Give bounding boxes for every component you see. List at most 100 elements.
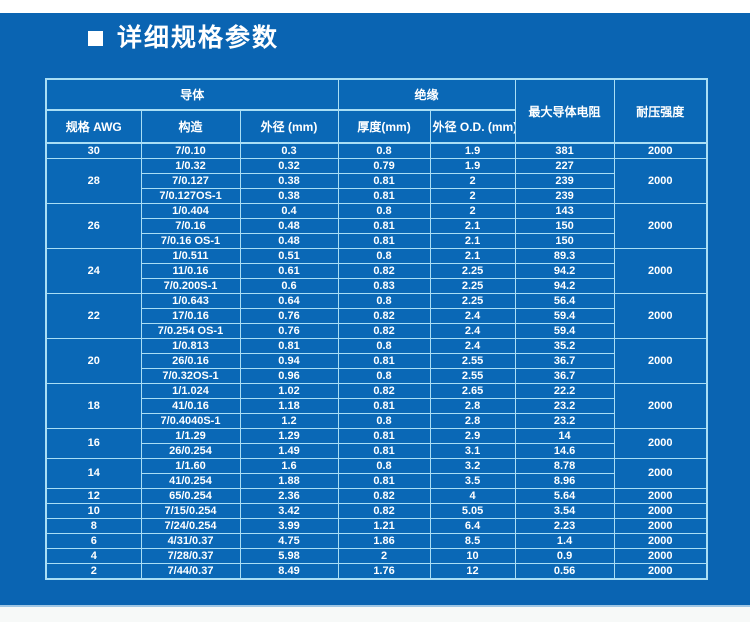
conductor-od-cell: 0.94 [239, 353, 339, 369]
thickness-cell: 0.82 [337, 383, 431, 399]
voltage-cell: 2000 [613, 518, 708, 534]
conductor-od-cell: 1.18 [239, 398, 339, 414]
voltage-cell: 2000 [613, 563, 708, 580]
resistance-cell: 1.4 [514, 533, 615, 549]
resistance-cell: 59.4 [514, 308, 615, 324]
voltage-cell: 2000 [613, 158, 708, 204]
construction-cell: 26/0.254 [140, 443, 241, 459]
insulation-od-cell: 3.1 [429, 443, 516, 459]
awg-cell: 16 [45, 428, 142, 459]
conductor-od-cell: 1.6 [239, 458, 339, 474]
header-construction: 构造 [140, 109, 241, 144]
construction-cell: 41/0.254 [140, 473, 241, 489]
insulation-od-cell: 10 [429, 548, 516, 564]
thickness-cell: 0.81 [337, 398, 431, 414]
construction-cell: 7/15/0.254 [140, 503, 241, 519]
thickness-cell: 0.83 [337, 278, 431, 294]
table-row: 8 7/24/0.254 3.99 1.21 6.4 2.23 2000 [45, 518, 708, 534]
bottom-strip [0, 605, 750, 622]
header-max-resistance: 最大导体电阻 [514, 78, 615, 144]
header-awg: 规格 AWG [45, 109, 142, 144]
thickness-cell: 1.86 [337, 533, 431, 549]
conductor-od-cell: 0.61 [239, 263, 339, 279]
voltage-cell: 2000 [613, 293, 708, 339]
insulation-od-cell: 2.4 [429, 323, 516, 339]
header-group-row: 导体 绝缘 最大导体电阻 耐压强度 [45, 78, 708, 144]
thickness-cell: 0.82 [337, 488, 431, 504]
insulation-od-cell: 2.8 [429, 398, 516, 414]
insulation-od-cell: 2.1 [429, 218, 516, 234]
table-row: 7/0.200S-1 0.6 0.83 2.25 94.2 [46, 278, 707, 294]
table-row: 30 7/0.10 0.3 0.8 1.9 381 2000 [45, 142, 708, 159]
table-row: 24 1/0.511 0.51 0.8 2.1 89.3 2000 [45, 248, 708, 294]
insulation-od-cell: 2.25 [429, 293, 516, 309]
conductor-od-cell: 5.98 [239, 548, 339, 564]
resistance-cell: 35.2 [514, 338, 615, 354]
resistance-cell: 22.2 [514, 383, 615, 399]
conductor-od-cell: 1.49 [239, 443, 339, 459]
voltage-cell: 2000 [613, 248, 708, 294]
thickness-cell: 0.8 [337, 458, 431, 474]
voltage-cell: 2000 [613, 428, 708, 459]
conductor-od-cell: 0.81 [239, 338, 339, 354]
awg-cell: 2 [45, 563, 142, 580]
thickness-cell: 0.81 [337, 428, 431, 444]
voltage-cell: 2000 [613, 458, 708, 489]
thickness-cell: 1.21 [337, 518, 431, 534]
construction-cell: 1/0.813 [140, 338, 241, 354]
header-voltage-strength: 耐压强度 [613, 78, 708, 144]
resistance-cell: 23.2 [514, 413, 615, 429]
voltage-cell: 2000 [613, 383, 708, 429]
construction-cell: 7/0.4040S-1 [140, 413, 241, 429]
insulation-od-cell: 1.9 [429, 142, 516, 159]
resistance-cell: 227 [514, 158, 615, 174]
conductor-od-cell: 0.4 [239, 203, 339, 219]
table-row: 41/0.254 1.88 0.81 3.5 8.96 [46, 473, 707, 489]
table-row: 17/0.16 0.76 0.82 2.4 59.4 [46, 308, 707, 324]
square-bullet-icon [88, 31, 103, 46]
resistance-cell: 381 [514, 142, 615, 159]
thickness-cell: 1.76 [337, 563, 431, 580]
table-row: 14 1/1.60 1.6 0.8 3.2 8.78 2000 [45, 458, 708, 489]
insulation-od-cell: 2.4 [429, 308, 516, 324]
insulation-od-cell: 2.9 [429, 428, 516, 444]
resistance-cell: 2.23 [514, 518, 615, 534]
spec-table: 导体 绝缘 最大导体电阻 耐压强度 规格 AWG 构造 外径 (mm) 厚度(m… [45, 78, 709, 580]
conductor-od-cell: 1.02 [239, 383, 339, 399]
resistance-cell: 239 [514, 188, 615, 204]
resistance-cell: 0.9 [514, 548, 615, 564]
conductor-od-cell: 0.64 [239, 293, 339, 309]
voltage-cell: 2000 [613, 533, 708, 549]
conductor-od-cell: 1.2 [239, 413, 339, 429]
resistance-cell: 150 [514, 218, 615, 234]
construction-cell: 7/0.200S-1 [140, 278, 241, 294]
table-row: 4 7/28/0.37 5.98 2 10 0.9 2000 [45, 548, 708, 564]
construction-cell: 1/1.29 [140, 428, 241, 444]
awg-cell: 20 [45, 338, 142, 384]
resistance-cell: 143 [514, 203, 615, 219]
construction-cell: 1/1.60 [140, 458, 241, 474]
resistance-cell: 3.54 [514, 503, 615, 519]
resistance-cell: 94.2 [514, 263, 615, 279]
conductor-od-cell: 0.38 [239, 173, 339, 189]
construction-cell: 1/0.32 [140, 158, 241, 174]
construction-cell: 1/0.511 [140, 248, 241, 264]
insulation-od-cell: 4 [429, 488, 516, 504]
construction-cell: 7/24/0.254 [140, 518, 241, 534]
voltage-cell: 2000 [613, 142, 708, 159]
voltage-cell: 2000 [613, 488, 708, 504]
insulation-od-cell: 2.65 [429, 383, 516, 399]
construction-cell: 7/0.127 [140, 173, 241, 189]
thickness-cell: 0.81 [337, 188, 431, 204]
conductor-od-cell: 8.49 [239, 563, 339, 580]
voltage-cell: 2000 [613, 338, 708, 384]
table-row: 26/0.254 1.49 0.81 3.1 14.6 [46, 443, 707, 459]
thickness-cell: 0.8 [337, 203, 431, 219]
thickness-cell: 0.82 [337, 323, 431, 339]
insulation-od-cell: 2.4 [429, 338, 516, 354]
resistance-cell: 14.6 [514, 443, 615, 459]
thickness-cell: 0.81 [337, 473, 431, 489]
insulation-od-cell: 2.8 [429, 413, 516, 429]
thickness-cell: 0.79 [337, 158, 431, 174]
voltage-cell: 2000 [613, 203, 708, 249]
